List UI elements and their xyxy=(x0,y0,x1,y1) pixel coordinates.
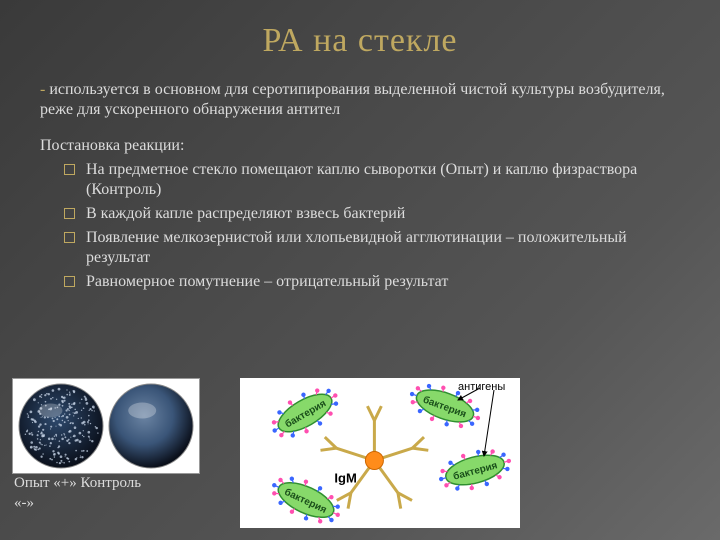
list-item: На предметное стекло помещают каплю сыво… xyxy=(64,160,680,200)
svg-text:IgM: IgM xyxy=(334,471,356,486)
caption-line-1: Опыт «+» Контроль xyxy=(14,475,141,491)
slide-title: РА на стекле xyxy=(0,0,720,60)
intro-dash: - xyxy=(40,81,49,98)
slide: РА на стекле - используется в основном д… xyxy=(0,0,720,540)
list-item: Равномерное помутнение – отрицательный р… xyxy=(64,272,680,292)
title-word-2: на xyxy=(313,22,348,59)
list-item: Появление мелкозернистой или хлопьевидно… xyxy=(64,228,680,268)
bullet-list: На предметное стекло помещают каплю сыво… xyxy=(40,160,680,292)
dish-experiment xyxy=(17,383,105,469)
igm-bacteria-diagram: бактериябактериябактериябактерияIgMантиг… xyxy=(240,378,520,528)
title-word-1: РА xyxy=(262,22,303,59)
dish-caption: Опыт «+» Контроль «-» xyxy=(14,474,234,513)
dish-frame xyxy=(12,378,200,474)
section-label: Постановка реакции: xyxy=(40,136,680,156)
intro-text: используется в основном для серотипирова… xyxy=(40,81,665,118)
petri-dish-pair xyxy=(12,378,200,474)
slide-body: - используется в основном для серотипиро… xyxy=(0,60,720,292)
intro-paragraph: - используется в основном для серотипиро… xyxy=(40,80,680,120)
dish-control xyxy=(107,383,195,469)
list-item: В каждой капле распределяют взвесь бакте… xyxy=(64,204,680,224)
svg-text:антигены: антигены xyxy=(458,381,505,393)
title-word-3: стекле xyxy=(358,22,458,59)
caption-line-2: «-» xyxy=(14,495,34,511)
